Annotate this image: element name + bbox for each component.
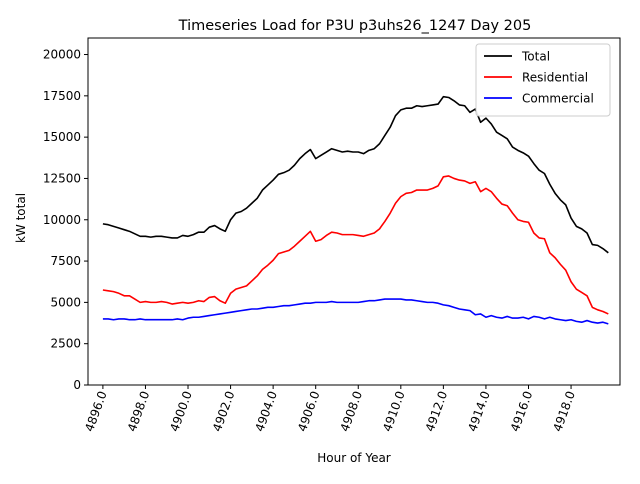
x-axis-label: Hour of Year	[317, 451, 391, 465]
legend-label-commercial: Commercial	[522, 92, 594, 106]
series-line-commercial	[102, 298, 609, 325]
legend-label-total: Total	[521, 50, 550, 64]
y-tick-label: 20000	[43, 48, 81, 62]
y-tick-label: 12500	[43, 171, 81, 185]
y-tick-label: 10000	[43, 213, 81, 227]
y-tick-label: 7500	[50, 254, 81, 268]
y-tick-label: 2500	[50, 337, 81, 351]
y-tick-label: 0	[73, 378, 81, 392]
series-line-residential	[102, 175, 609, 315]
y-axis-label: kW total	[14, 193, 28, 243]
y-tick-label: 15000	[43, 130, 81, 144]
legend-label-residential: Residential	[522, 71, 588, 85]
y-tick-label: 17500	[43, 89, 81, 103]
y-tick-label: 5000	[50, 295, 81, 309]
series-line-total	[102, 95, 609, 254]
axes-frame	[87, 37, 621, 386]
chart-title: Timeseries Load for P3U p3uhs26_1247 Day…	[178, 18, 532, 34]
